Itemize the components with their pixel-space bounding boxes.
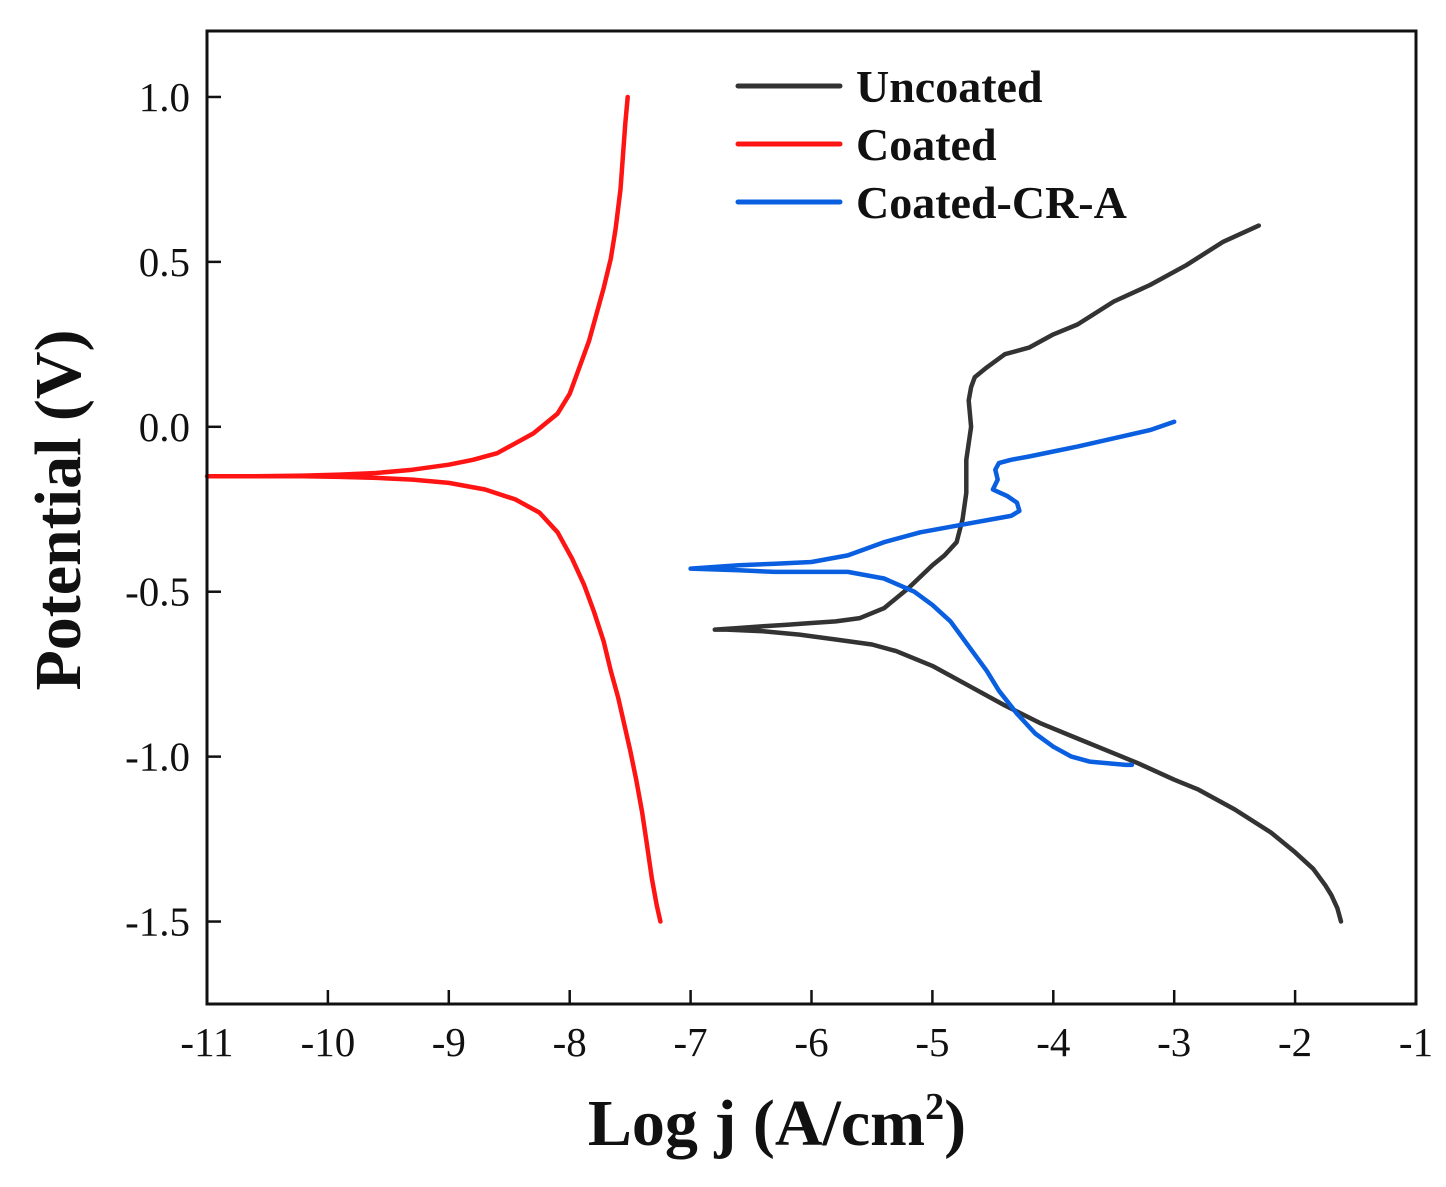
x-tick-label: -8 (553, 1019, 587, 1065)
y-tick-label: -1.0 (125, 734, 190, 780)
x-tick-label: -1 (1399, 1019, 1433, 1065)
y-tick-label: -0.5 (125, 569, 190, 615)
x-tick-label: -2 (1278, 1019, 1312, 1065)
y-tick-label: 0.5 (139, 239, 190, 285)
y-axis-title: Potential (V) (22, 329, 95, 690)
y-tick-label: -1.5 (125, 899, 190, 945)
x-tick-label: -4 (1036, 1019, 1070, 1065)
x-tick-label: -10 (301, 1019, 356, 1065)
x-tick-label: -3 (1157, 1019, 1191, 1065)
series-line-coated (204, 94, 663, 924)
x-tick-label: -6 (794, 1019, 828, 1065)
ticks-layer: -11 -10 -9 -8 -7 -6 -5 -4 -3 -2 -1 1.0 0.5 0.0 -0.5 -1.… (125, 74, 1433, 1065)
legend: Uncoated Coated Coated-CR-A (735, 61, 1127, 228)
series-line-uncoated (712, 223, 1344, 924)
x-tick-label: -9 (432, 1019, 466, 1065)
series-layer (204, 94, 1344, 924)
legend-label-coated: Coated (856, 119, 997, 170)
series-line-coated-cr-a (688, 419, 1177, 768)
x-tick-label: -7 (674, 1019, 708, 1065)
x-tick-label: -11 (180, 1019, 233, 1065)
y-tick-label: 1.0 (139, 74, 190, 120)
y-tick-label: 0.0 (139, 404, 190, 450)
legend-label-coated-cr-a: Coated-CR-A (856, 177, 1127, 228)
legend-label-uncoated: Uncoated (856, 61, 1043, 112)
x-tick-label: -5 (915, 1019, 949, 1065)
x-axis-title: Log j (A/cm2) (588, 1086, 966, 1160)
